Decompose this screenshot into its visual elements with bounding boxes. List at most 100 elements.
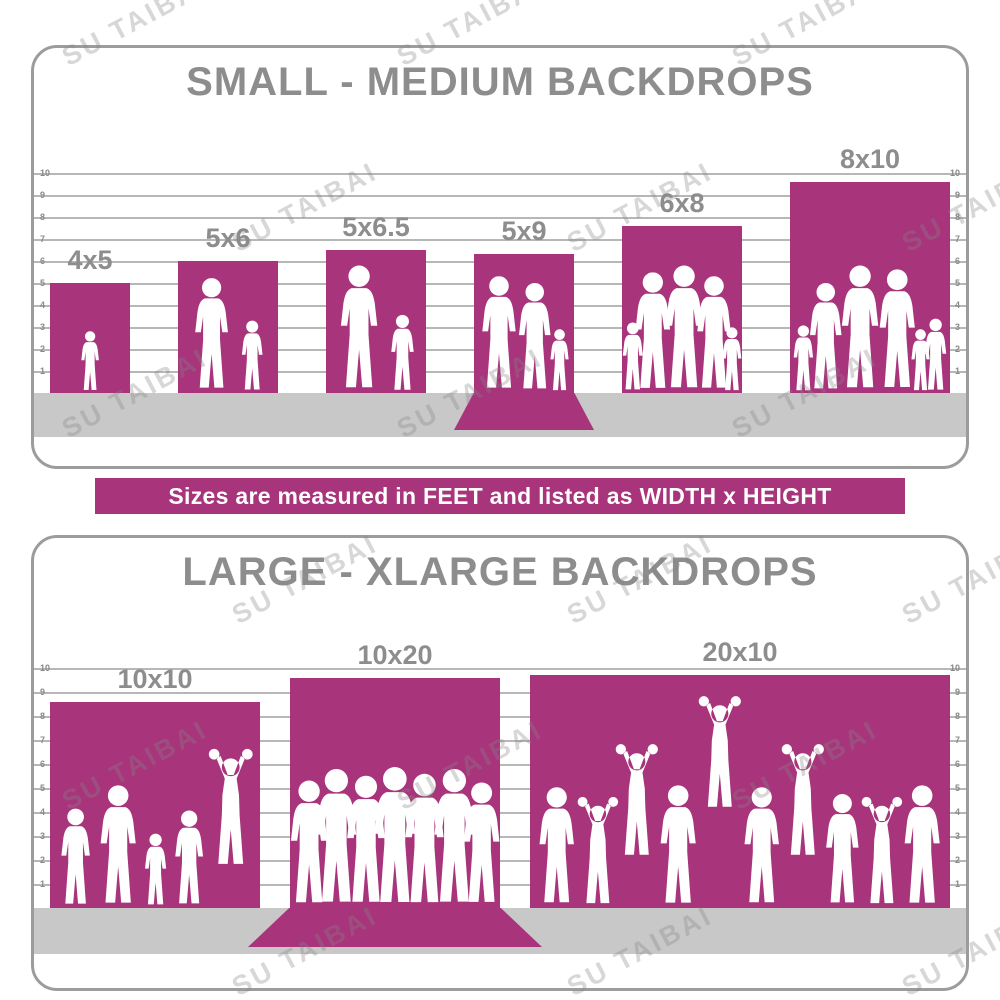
scale-tick-label: 8	[954, 212, 960, 222]
person-silhouette	[826, 794, 859, 903]
scale-tick-label: 7	[40, 735, 46, 745]
person-arms-up-silhouette	[861, 796, 902, 903]
scale-tick-label: 5	[954, 278, 960, 288]
person-silhouette	[81, 331, 99, 391]
gridline	[34, 836, 966, 838]
scale-tick-label: 6	[40, 759, 46, 769]
scale-tick-label: 10	[40, 168, 51, 178]
person-silhouette	[665, 265, 702, 388]
people-silhouettes	[178, 274, 278, 393]
person-silhouette	[661, 785, 697, 903]
backdrop-bar-10x10: 10x10	[50, 664, 260, 908]
gridline	[34, 239, 966, 241]
person-silhouette	[195, 278, 229, 388]
backdrop-bar-20x10: 20x10	[530, 637, 950, 908]
floor-sweep-pedestal	[454, 393, 594, 430]
person-arms-up-silhouette	[781, 744, 824, 855]
people-silhouettes	[50, 749, 260, 908]
person-silhouette	[290, 780, 328, 903]
people-silhouettes	[622, 261, 742, 393]
gridline	[34, 740, 966, 742]
gridline	[34, 217, 966, 219]
person-arms-up-silhouette	[577, 796, 618, 903]
people-silhouettes	[290, 762, 500, 908]
bar-size-label: 10x20	[357, 639, 433, 670]
scale-tick-label: 9	[40, 190, 46, 200]
person-silhouette	[60, 808, 90, 904]
large-xlarge-plot: 1 1 2 2 3 3 4 4 5 5 6 6 7 7 8 8 9 9 10 10 10x10 10x20 20x10	[34, 538, 966, 988]
scale-tick-label: 4	[40, 300, 46, 310]
small-medium-backdrops-panel: SMALL - MEDIUM BACKDROPS 1 1 2 2 3 3 4 4 5 5 6 6 7 7 8…	[31, 45, 969, 469]
bar-size-label: 20x10	[702, 637, 778, 668]
person-silhouette	[879, 269, 915, 388]
person-silhouette	[374, 766, 416, 902]
bar-size-label: 6x8	[659, 187, 705, 218]
scale-tick-label: 3	[40, 831, 46, 841]
floor-sweep-pedestal	[248, 908, 542, 947]
scale-tick-label: 1	[954, 366, 960, 376]
person-arms-up-silhouette	[699, 696, 742, 807]
person-silhouette	[722, 327, 742, 390]
backdrop-bar-8x10: 8x10	[790, 144, 950, 393]
person-silhouette	[809, 282, 842, 388]
bar-size-label: 4x5	[67, 245, 113, 275]
gridline	[34, 716, 966, 718]
scale-tick-label: 6	[954, 256, 960, 266]
backdrop-bar-5x6: 5x6	[178, 223, 278, 393]
scale-tick-label: 10	[949, 663, 960, 673]
small-medium-title: SMALL - MEDIUM BACKDROPS	[186, 60, 814, 104]
person-silhouette	[550, 329, 569, 391]
person-silhouette	[925, 318, 947, 390]
bar-size-label: 8x10	[839, 143, 901, 174]
people-silhouettes	[790, 261, 950, 393]
scale-tick-label: 2	[40, 855, 46, 865]
gridline	[34, 860, 966, 862]
person-silhouette	[346, 775, 385, 902]
scale-tick-label: 10	[40, 663, 51, 673]
scale-tick-label: 7	[954, 735, 960, 745]
person-silhouette	[316, 768, 357, 902]
scale-tick-label: 7	[954, 234, 960, 244]
scale-tick-label: 1	[40, 879, 46, 889]
person-arms-up-silhouette	[615, 744, 658, 855]
scale-tick-label: 9	[40, 687, 46, 697]
backdrop-bar-10x20: 10x20	[248, 640, 542, 947]
large-xlarge-title: LARGE - XLARGE BACKDROPS	[182, 550, 818, 594]
scale-tick-label: 4	[954, 300, 960, 310]
backdrop-bar-5x6.5: 5x6.5	[326, 212, 426, 393]
scale-tick-label: 2	[40, 344, 46, 354]
person-silhouette	[841, 265, 879, 388]
scale-tick-label: 2	[954, 344, 960, 354]
scale-tick-label: 3	[40, 322, 46, 332]
scale-tick-label: 4	[954, 807, 960, 817]
small-medium-plot: 1 1 2 2 3 3 4 4 5 5 6 6 7 7 8 8 9 9 10 10 4x5 5x6 5x6.5 5x9 6x8 8…	[34, 48, 966, 466]
bar-size-label: 5x6	[205, 223, 251, 253]
scale-tick-label: 8	[40, 711, 46, 721]
people-silhouettes	[474, 272, 574, 393]
gridline	[34, 764, 966, 766]
person-silhouette	[793, 325, 813, 390]
person-silhouette	[242, 320, 263, 390]
person-silhouette	[622, 322, 643, 390]
scale-tick-label: 8	[954, 711, 960, 721]
scale-tick-label: 4	[40, 807, 46, 817]
bars-row: 4x5 5x6 5x6.5 5x9 6x8 8x10	[50, 48, 950, 430]
people-silhouettes	[530, 696, 950, 908]
gridline	[34, 884, 966, 886]
scale-tick-label: 9	[954, 687, 960, 697]
scale-tick-label: 6	[40, 256, 46, 266]
scale-tick-label: 3	[954, 322, 960, 332]
person-silhouette	[518, 282, 551, 388]
scale-tick-label: 2	[954, 855, 960, 865]
person-silhouette	[340, 265, 377, 388]
scale-tick-label: 1	[954, 879, 960, 889]
backdrop-bar-6x8: 6x8	[622, 188, 742, 393]
size-note-banner: Sizes are measured in FEET and listed as…	[95, 478, 905, 514]
scale-tick-label: 9	[954, 190, 960, 200]
scale-tick-label: 6	[954, 759, 960, 769]
person-silhouette	[744, 787, 779, 903]
backdrop-bar-4x5: 4x5	[50, 245, 130, 393]
person-silhouette	[391, 314, 414, 390]
person-silhouette	[463, 782, 500, 903]
